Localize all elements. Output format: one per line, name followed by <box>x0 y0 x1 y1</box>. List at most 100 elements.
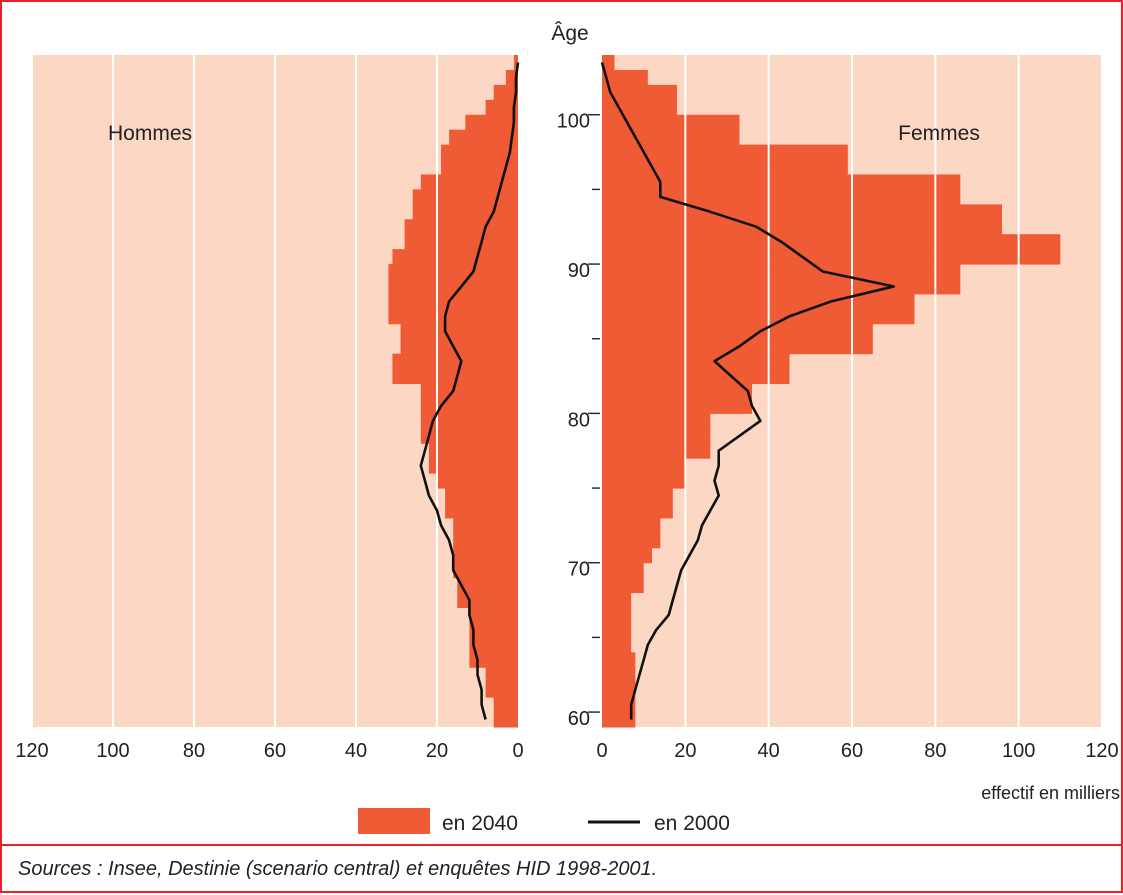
femmes-bar-2040-age-63 <box>602 652 636 668</box>
hommes-bar-2040-age-66 <box>469 607 518 623</box>
age-tick-label-80: 80 <box>568 409 590 431</box>
hommes-bar-2040-age-60 <box>493 697 518 713</box>
hommes-x-tick-label-120: 120 <box>15 740 48 762</box>
femmes-bar-2040-age-75 <box>602 473 686 489</box>
femmes-x-tick-label-100: 100 <box>1002 740 1035 762</box>
hommes-bar-2040-age-81 <box>420 383 518 399</box>
age-tick-label-100: 100 <box>557 111 590 133</box>
hommes-bar-2040-age-94 <box>412 189 518 205</box>
hommes-bar-2040-age-75 <box>437 473 518 489</box>
hommes-line-2000 <box>419 62 520 720</box>
femmes-x-tick-label-120: 120 <box>1085 740 1118 762</box>
femmes-x-tick-label-60: 60 <box>841 740 863 762</box>
hommes-bar-2040-age-84 <box>400 338 518 355</box>
femmes-bar-2040-age-100 <box>602 99 677 116</box>
femmes-bar-2040-age-95 <box>602 174 961 190</box>
femmes-line-2000 <box>600 62 896 720</box>
femmes-bar-2040-age-82 <box>602 368 790 385</box>
femmes-bar-2040-age-61 <box>602 682 636 698</box>
femmes-x-tick-label-0: 0 <box>596 740 607 762</box>
hommes-bar-2040-age-74 <box>445 488 518 504</box>
legend-swatch-2040 <box>358 808 430 834</box>
age-tick-label-90: 90 <box>568 260 590 282</box>
femmes-bar-2040-age-94 <box>602 189 961 205</box>
legend-label-2040: en 2040 <box>442 812 518 835</box>
hommes-bar-2040-age-61 <box>485 682 518 698</box>
femmes-bar-2040-age-68 <box>602 577 644 594</box>
hommes-bar-2040-age-78 <box>420 428 518 444</box>
femmes-bar-2040-age-65 <box>602 622 632 638</box>
femmes-bar-2040-age-102 <box>602 69 648 86</box>
hommes-x-tick-label-0: 0 <box>512 740 523 762</box>
hommes-bar-2040-age-77 <box>428 443 518 459</box>
hommes-x-tick-label-80: 80 <box>183 740 205 762</box>
femmes-bar-2040-age-73 <box>602 503 673 519</box>
hommes-bar-2040-age-86 <box>388 308 518 325</box>
femmes-bar-2040-age-93 <box>602 204 1002 220</box>
hommes-bar-2040-age-103 <box>513 55 518 71</box>
hommes-bar-2040-age-73 <box>445 503 518 519</box>
femmes-bar-2040-age-103 <box>602 55 615 71</box>
hommes-bar-2040-age-83 <box>392 353 518 370</box>
hommes-bar-2040-age-68 <box>457 577 518 594</box>
femmes-bar-2040-age-66 <box>602 607 632 623</box>
femmes-bar-2040-age-91 <box>602 234 1061 250</box>
femmes-bar-2040-age-77 <box>602 443 711 459</box>
hommes-bar-2040-age-97 <box>441 144 518 161</box>
source-note: Sources : Insee, Destinie (scenario cent… <box>18 858 658 880</box>
femmes-bar-2040-age-101 <box>602 84 677 101</box>
femmes-bar-2040-age-60 <box>602 697 636 713</box>
femmes-x-tick-label-20: 20 <box>674 740 696 762</box>
hommes-bar-2040-age-80 <box>420 398 518 414</box>
hommes-bar-2040-age-62 <box>485 667 518 683</box>
femmes-bar-2040-age-96 <box>602 159 848 175</box>
hommes-bar-2040-age-95 <box>420 174 518 190</box>
hommes-x-tick-label-60: 60 <box>264 740 286 762</box>
hommes-bar-2040-age-99 <box>465 114 518 131</box>
x-axis-title: effectif en milliers <box>981 783 1120 803</box>
hommes-bar-2040-age-87 <box>388 293 518 310</box>
hommes-bar-2040-age-100 <box>485 99 518 116</box>
femmes-bar-2040-age-81 <box>602 383 752 399</box>
hommes-label: Hommes <box>108 122 192 145</box>
hommes-bar-2040-age-96 <box>441 159 518 175</box>
femmes-x-tick-label-80: 80 <box>924 740 946 762</box>
femmes-panel: 0 20 40 60 80 100 120 <box>596 55 1119 762</box>
femmes-bar-2040-age-79 <box>602 413 711 429</box>
femmes-bar-2040-age-92 <box>602 219 1002 235</box>
femmes-bar-2040-age-87 <box>602 293 915 310</box>
age-axis: 60 70 80 90 100 <box>557 111 600 730</box>
femmes-bar-2040-age-85 <box>602 323 873 340</box>
source-separator <box>2 844 1123 846</box>
hommes-bar-2040-age-67 <box>457 592 518 609</box>
femmes-bar-2040-age-64 <box>602 637 632 653</box>
hommes-bar-2040-age-71 <box>453 532 518 549</box>
femmes-bar-2040-age-72 <box>602 517 661 534</box>
y-axis-title: Âge <box>551 22 588 45</box>
hommes-bar-2040-age-63 <box>469 652 518 668</box>
femmes-bar-2040-age-71 <box>602 532 661 549</box>
hommes-x-tick-label-40: 40 <box>345 740 367 762</box>
femmes-bar-2040-age-80 <box>602 398 752 414</box>
femmes-bar-2040-age-76 <box>602 458 686 474</box>
age-tick-label-60: 60 <box>568 708 590 730</box>
hommes-bar-2040-age-85 <box>400 323 518 340</box>
femmes-bar-2040-age-83 <box>602 353 790 370</box>
hommes-bar-2040-age-79 <box>420 413 518 429</box>
hommes-bar-2040-age-64 <box>469 637 518 653</box>
femmes-bar-2040-age-70 <box>602 547 652 564</box>
femmes-bar-2040-age-88 <box>602 279 961 295</box>
hommes-bar-2040-age-101 <box>493 84 518 101</box>
femmes-bar-2040-age-74 <box>602 488 673 504</box>
hommes-bar-2040-age-82 <box>392 368 518 385</box>
hommes-bar-2040-age-91 <box>404 234 518 250</box>
femmes-bar-2040-age-98 <box>602 129 740 146</box>
femmes-bar-2040-age-86 <box>602 308 915 325</box>
hommes-bar-2040-age-70 <box>453 547 518 564</box>
femmes-bar-2040-age-99 <box>602 114 740 131</box>
hommes-x-tick-label-100: 100 <box>96 740 129 762</box>
femmes-bar-2040-age-67 <box>602 592 632 609</box>
hommes-bar-2040-age-93 <box>412 204 518 220</box>
